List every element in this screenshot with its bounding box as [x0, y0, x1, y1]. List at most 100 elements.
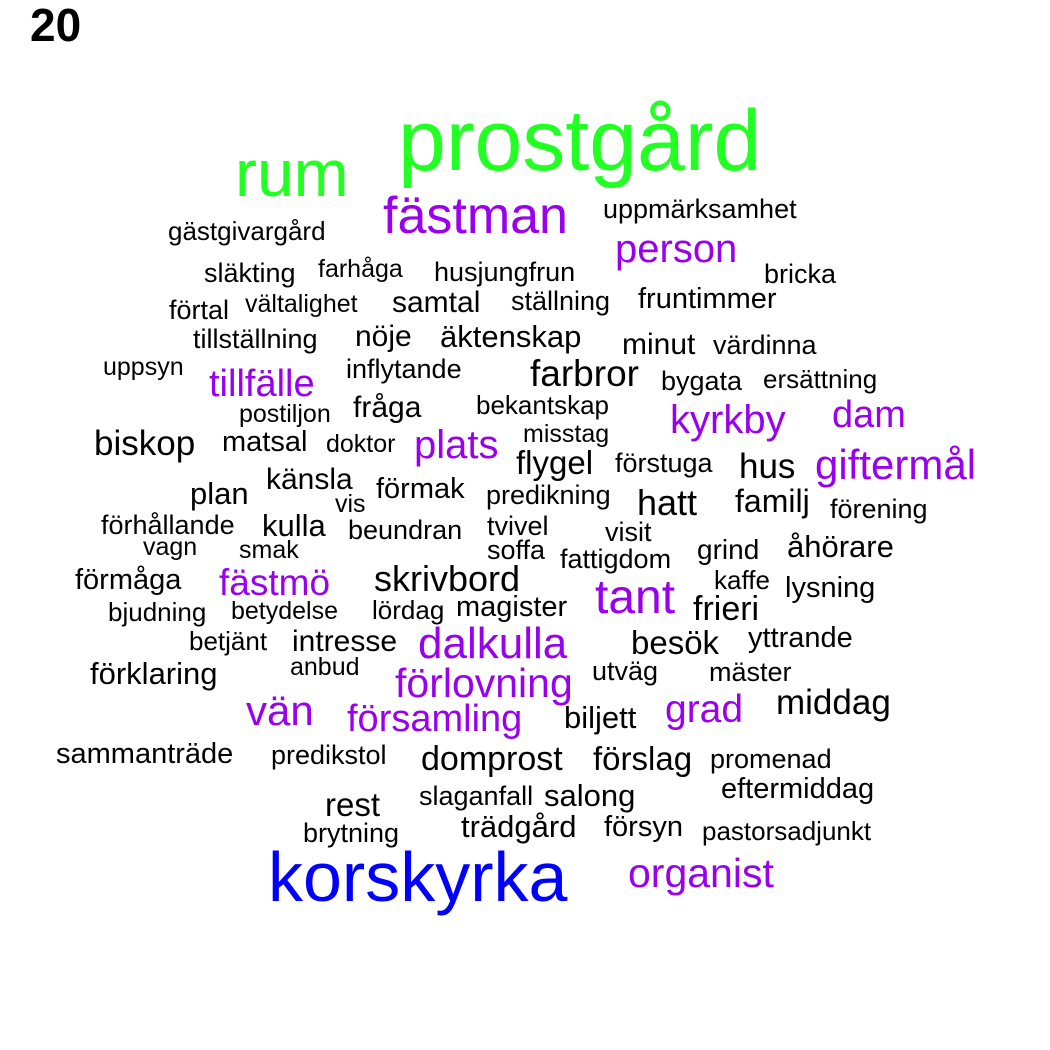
cloud-word: hus	[739, 447, 796, 486]
cloud-word: grind	[697, 534, 760, 565]
cloud-word: plats	[414, 423, 499, 467]
cloud-word: förstuga	[615, 448, 713, 478]
cloud-word: frieri	[693, 590, 760, 628]
cloud-word: rum	[235, 136, 349, 210]
cloud-word: magister	[456, 591, 568, 623]
cloud-word: familj	[735, 483, 810, 519]
cloud-word: fråga	[353, 391, 422, 424]
cloud-word: förlovning	[395, 660, 573, 706]
cloud-word: minut	[622, 328, 696, 361]
cloud-word: bekantskap	[476, 390, 609, 420]
cloud-word: fästmö	[219, 562, 331, 603]
cloud-word: sammanträde	[56, 738, 234, 770]
cloud-word: organist	[628, 850, 774, 896]
cloud-word: matsal	[222, 426, 308, 458]
cloud-word: ställning	[511, 286, 611, 316]
cloud-word: slaganfall	[419, 781, 534, 811]
cloud-number-label: 20	[30, 0, 82, 51]
cloud-word: kaffe	[714, 565, 770, 595]
cloud-word: husjungfrun	[434, 257, 576, 287]
cloud-word: farhåga	[318, 255, 403, 283]
cloud-word: tillfälle	[209, 363, 315, 405]
cloud-word: uppmärksamhet	[603, 194, 797, 224]
cloud-word: brytning	[303, 818, 400, 848]
cloud-word: åhörare	[787, 529, 894, 564]
cloud-word: gästgivargård	[168, 216, 326, 246]
cloud-word: fästman	[383, 187, 568, 245]
cloud-word: bjudning	[108, 597, 207, 627]
cloud-word: tvivel	[487, 511, 549, 541]
cloud-word: promenad	[710, 744, 832, 774]
cloud-word: kulla	[262, 508, 326, 543]
cloud-word: församling	[347, 698, 523, 740]
cloud-word: förhållande	[101, 510, 235, 540]
cloud-word: bygata	[661, 366, 743, 396]
cloud-word: förening	[830, 494, 928, 524]
cloud-word: betjänt	[189, 626, 268, 656]
cloud-word: fattigdom	[560, 544, 672, 574]
cloud-word: känsla	[266, 463, 353, 496]
cloud-word: tant	[595, 571, 676, 624]
cloud-word: prostgård	[398, 93, 762, 189]
cloud-word: hatt	[637, 482, 698, 523]
cloud-word: predikstol	[271, 740, 387, 770]
cloud-word: förmåga	[75, 564, 182, 596]
cloud-word: intresse	[292, 625, 398, 658]
cloud-word: middag	[776, 683, 891, 722]
cloud-word: mäster	[709, 657, 792, 687]
cloud-word: vagn	[143, 533, 198, 561]
cloud-word: misstag	[523, 420, 610, 448]
cloud-word: nöje	[355, 320, 412, 353]
cloud-word: vis	[335, 490, 366, 518]
cloud-word: uppsyn	[103, 353, 184, 381]
cloud-word: trädgård	[461, 809, 577, 844]
cloud-word: plan	[190, 476, 249, 511]
cloud-word: släkting	[204, 258, 296, 288]
cloud-word: dalkulla	[418, 619, 568, 668]
cloud-word: lördag	[372, 595, 445, 625]
cloud-word: förklaring	[90, 656, 218, 691]
cloud-word: fruntimmer	[638, 283, 777, 315]
cloud-word: yttrande	[748, 622, 853, 654]
cloud-word: förslag	[593, 740, 693, 777]
cloud-word: grad	[665, 688, 744, 731]
cloud-word: korskyrka	[268, 838, 568, 916]
cloud-word: utväg	[592, 656, 659, 686]
cloud-word: lysning	[785, 572, 876, 604]
cloud-word: förtal	[169, 295, 230, 325]
cloud-word: postiljon	[239, 400, 331, 428]
cloud-word: tillställning	[193, 324, 318, 354]
cloud-word: biljett	[564, 700, 637, 735]
cloud-word: eftermiddag	[721, 773, 875, 805]
cloud-word: försyn	[604, 811, 683, 843]
cloud-word: förmak	[376, 473, 465, 505]
cloud-word: person	[615, 227, 738, 271]
cloud-word: bricka	[764, 259, 837, 289]
cloud-word: vän	[246, 687, 314, 734]
cloud-word: inflytande	[346, 354, 462, 384]
cloud-word: farbror	[530, 353, 639, 394]
cloud-word: biskop	[94, 424, 196, 463]
cloud-word: flygel	[516, 444, 594, 481]
cloud-word: beundran	[348, 515, 463, 545]
cloud-word: giftermål	[815, 441, 977, 488]
cloud-word: äktenskap	[440, 319, 582, 354]
cloud-word: domprost	[421, 740, 563, 778]
cloud-word: doktor	[326, 430, 396, 458]
cloud-word: skrivbord	[374, 558, 521, 599]
cloud-word: besök	[631, 624, 720, 661]
cloud-word: dam	[832, 394, 906, 436]
cloud-word: visit	[605, 517, 652, 547]
cloud-word: kyrkby	[670, 398, 786, 442]
cloud-word: värdinna	[713, 330, 817, 360]
cloud-word: soffa	[487, 535, 546, 565]
cloud-word: samtal	[392, 286, 481, 319]
cloud-word: vältalighet	[245, 290, 358, 318]
cloud-word: predikning	[486, 480, 611, 510]
cloud-word: betydelse	[231, 597, 339, 625]
cloud-word: smak	[239, 536, 299, 564]
cloud-word: anbud	[290, 653, 360, 681]
cloud-word: salong	[544, 778, 636, 813]
cloud-word: rest	[325, 786, 381, 823]
